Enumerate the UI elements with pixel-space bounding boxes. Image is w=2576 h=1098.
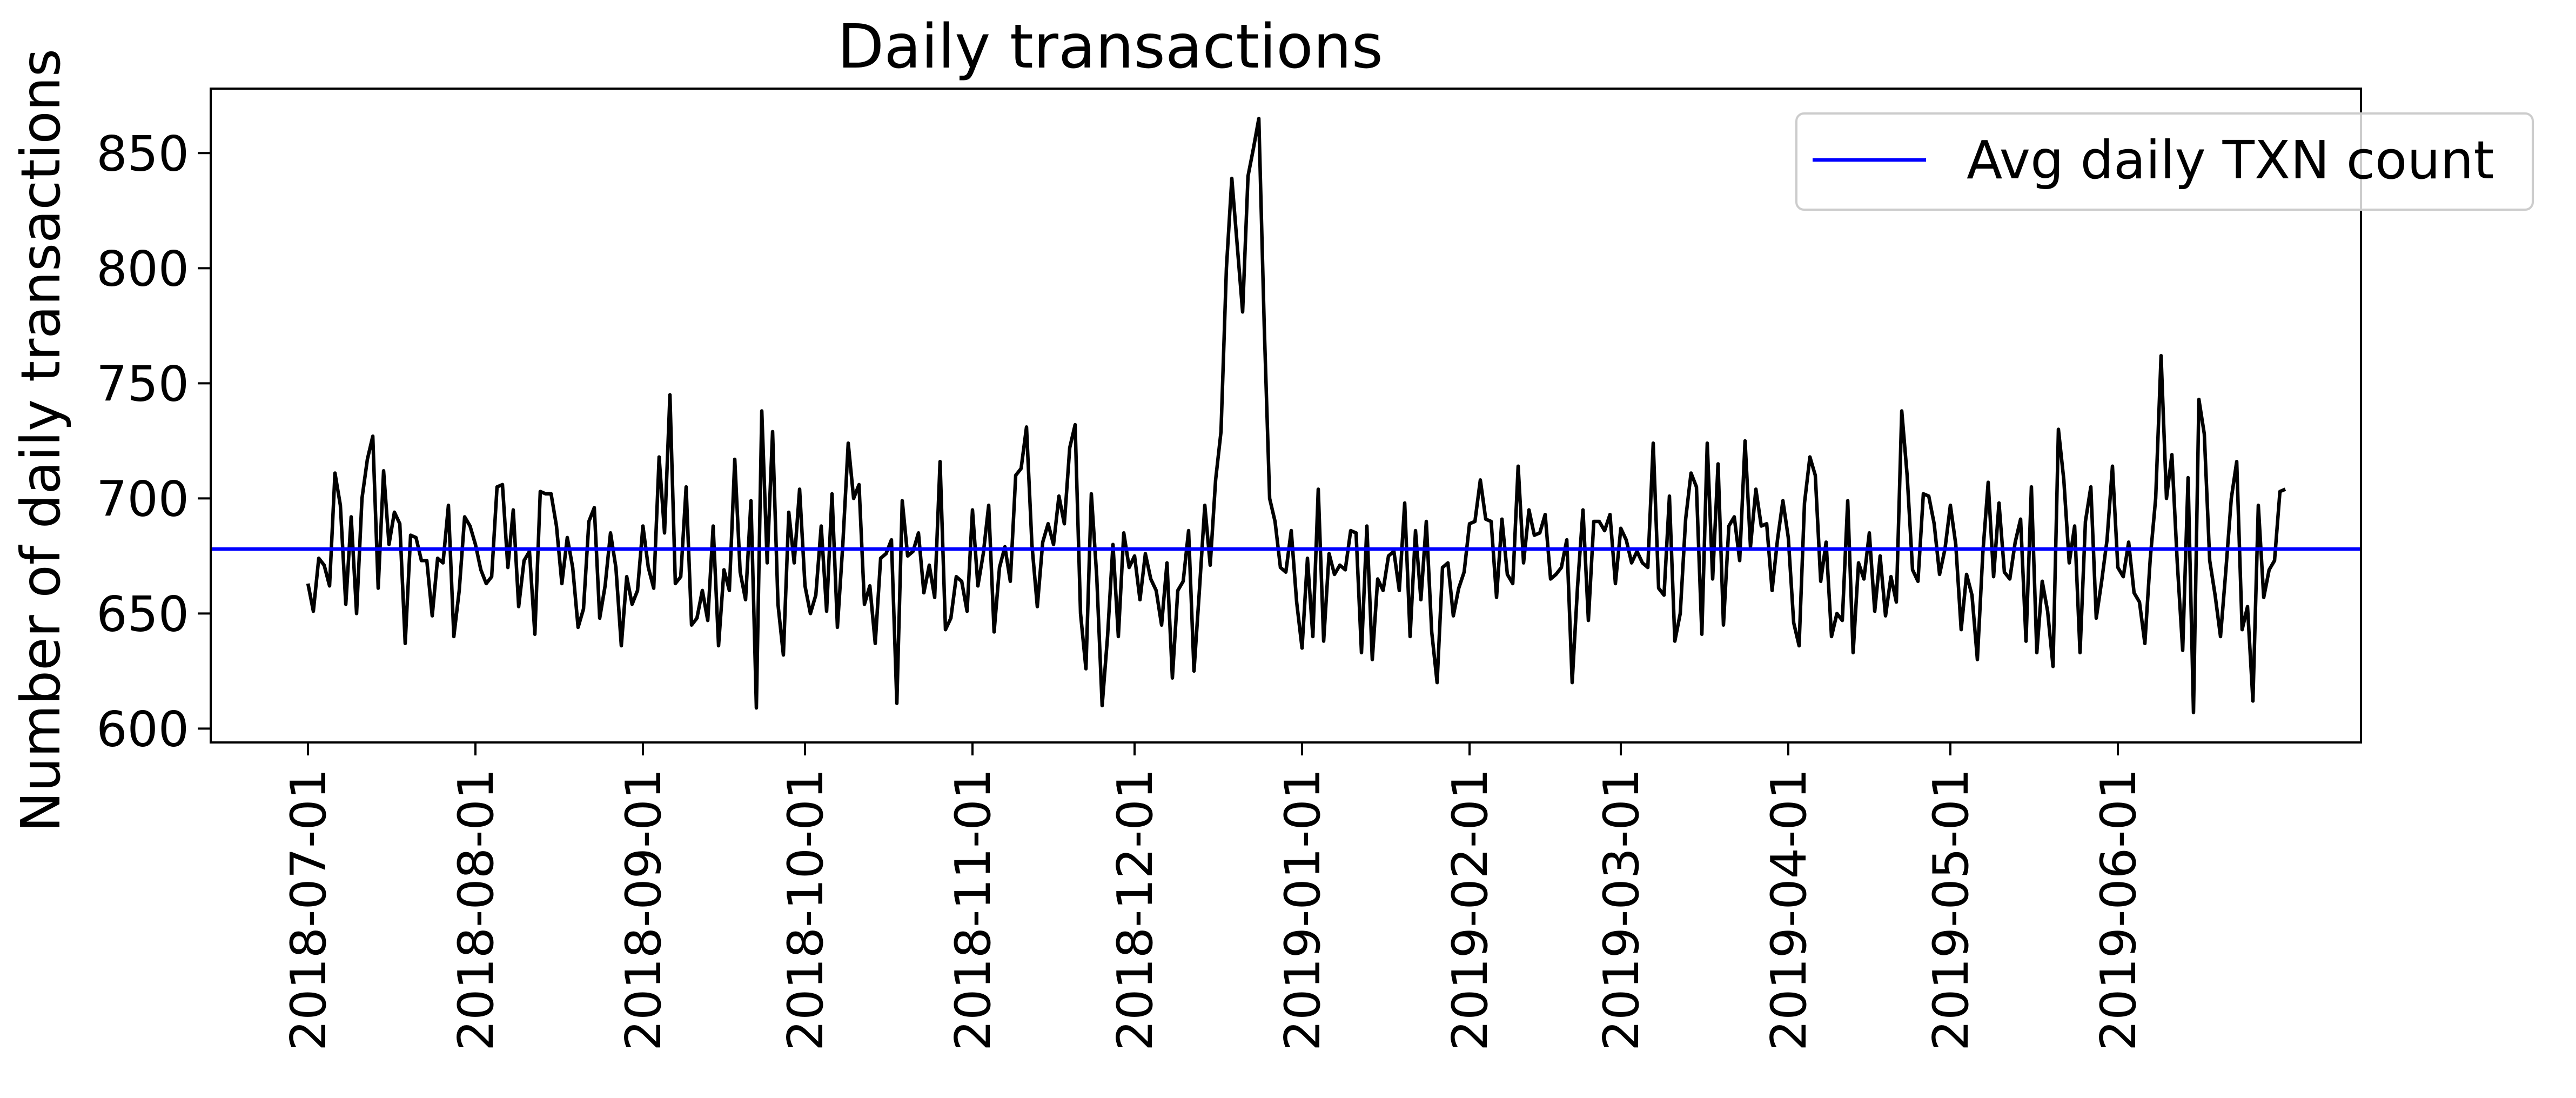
x-tick-label: 2019-06-01 [2090,768,2147,1051]
y-axis-label: Number of daily transactions [9,49,72,832]
y-tick-label: 800 [96,240,189,297]
y-tick-label: 700 [96,471,189,527]
x-tick-label: 2019-05-01 [1923,768,1980,1051]
axes-frame [210,88,2362,744]
y-tick-label: 600 [96,701,189,758]
x-tick-label: 2019-02-01 [1442,768,1499,1051]
x-tick-label: 2018-09-01 [615,768,672,1051]
y-tick-label: 650 [96,586,189,642]
chart-title: Daily transactions [837,12,1383,82]
plot-area [211,117,2361,714]
x-tick-label: 2018-10-01 [777,768,834,1051]
x-tick-label: 2018-07-01 [280,768,337,1051]
daily-transactions-line [306,117,2286,714]
y-tick-label: 850 [96,125,189,182]
x-axis-ticks: 2018-07-01 2018-08-01 2018-09-01 2018-10-01… [280,742,2147,1051]
y-axis-ticks: 600 650 700 750 800 850 [96,125,211,758]
legend-avg-label: Avg daily TXN count [1967,130,2494,191]
x-tick-label: 2018-11-01 [945,768,1002,1051]
y-tick-label: 750 [96,356,189,412]
x-tick-label: 2019-04-01 [1761,768,1817,1051]
legend: Avg daily TXN count [1795,112,2534,211]
x-tick-label: 2018-12-01 [1107,768,1164,1051]
x-tick-label: 2019-03-01 [1593,768,1650,1051]
x-tick-label: 2018-08-01 [448,768,505,1051]
x-tick-label: 2019-01-01 [1274,768,1331,1051]
legend-box [1795,112,2534,211]
